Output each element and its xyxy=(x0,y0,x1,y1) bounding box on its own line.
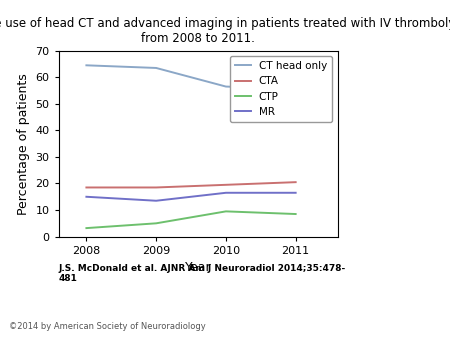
CTA xyxy=(223,183,229,187)
CT head only xyxy=(153,66,159,70)
CTP xyxy=(84,226,89,230)
Text: AMERICAN JOURNAL OF NEURORADIOLOGY: AMERICAN JOURNAL OF NEURORADIOLOGY xyxy=(301,309,406,313)
Line: CTP: CTP xyxy=(86,211,296,228)
Text: AJNR: AJNR xyxy=(318,275,389,299)
CTA xyxy=(293,180,298,184)
CTA xyxy=(153,186,159,190)
Line: MR: MR xyxy=(86,193,296,201)
CTP xyxy=(223,209,229,213)
Legend: CT head only, CTA, CTP, MR: CT head only, CTA, CTP, MR xyxy=(230,56,332,122)
Line: CTA: CTA xyxy=(86,182,296,188)
CTA xyxy=(84,186,89,190)
CTP xyxy=(153,221,159,225)
Line: CT head only: CT head only xyxy=(86,65,296,89)
CT head only xyxy=(293,87,298,91)
MR xyxy=(153,199,159,203)
CT head only xyxy=(84,63,89,67)
Text: ©2014 by American Society of Neuroradiology: ©2014 by American Society of Neuroradiol… xyxy=(9,322,206,331)
CT head only xyxy=(223,84,229,89)
MR xyxy=(293,191,298,195)
X-axis label: Year: Year xyxy=(184,261,212,274)
CTP xyxy=(293,212,298,216)
Title: Trends in the use of head CT and advanced imaging in patients treated with IV th: Trends in the use of head CT and advance… xyxy=(0,17,450,45)
MR xyxy=(84,195,89,199)
Text: J.S. McDonald et al. AJNR Am J Neuroradiol 2014;35:478-
481: J.S. McDonald et al. AJNR Am J Neuroradi… xyxy=(58,264,346,283)
Y-axis label: Percentage of patients: Percentage of patients xyxy=(17,73,30,215)
MR xyxy=(223,191,229,195)
